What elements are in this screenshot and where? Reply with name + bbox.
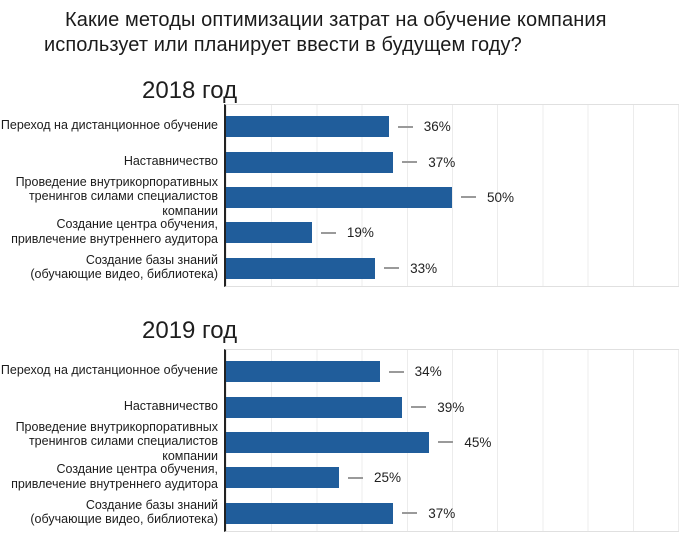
value-label: 50% (487, 189, 515, 205)
value-label: 34% (414, 364, 442, 380)
category-label: Проведение внутрикорпоративных тренингов … (0, 175, 218, 218)
value-label: 37% (428, 154, 456, 170)
category-label-line: Создание базы знаний (85, 497, 218, 512)
chart-2018: Переход на дистанционное обучение Наставн… (0, 104, 679, 287)
value-leader-dash (388, 370, 404, 373)
bar (226, 222, 312, 244)
value-leader-dash (461, 196, 476, 199)
bar-row: 50% (226, 180, 679, 215)
plot-area: 34% 39% 45% 25% 37% (224, 349, 679, 532)
category-label: Создание центра обучения, привлечение вну… (0, 459, 218, 494)
chart-2019: Переход на дистанционное обучение Наставн… (0, 349, 679, 532)
category-label-line: (обучающие видео, библиотека) (30, 512, 218, 527)
plot-area: 36% 37% 50% 19% 33% (224, 104, 679, 287)
bar (226, 186, 452, 208)
category-labels: Переход на дистанционное обучение Наставн… (0, 104, 224, 287)
value-leader-dash (402, 161, 418, 164)
category-label: Создание центра обучения, привлечение вну… (0, 214, 218, 249)
category-labels: Переход на дистанционное обучение Наставн… (0, 349, 224, 532)
category-label-line: Проведение внутрикорпоративных (15, 174, 218, 189)
bar-row: 45% (226, 425, 679, 460)
category-label-line: тренингов силами специалистов (28, 189, 218, 204)
value-leader-dash (402, 512, 418, 515)
bar-row: 37% (226, 496, 679, 531)
value-leader-dash (397, 125, 413, 128)
bar (226, 116, 389, 138)
value-leader-dash (348, 476, 363, 479)
category-label-line: компании (162, 203, 218, 218)
value-leader-dash (411, 406, 427, 409)
category-label: Переход на дистанционное обучение (0, 108, 218, 143)
value-label: 39% (437, 399, 465, 415)
category-label-line: (обучающие видео, библиотека) (30, 267, 218, 282)
bar-row: 25% (226, 460, 679, 495)
bar (226, 257, 376, 279)
value-label: 25% (374, 470, 402, 486)
bar (226, 502, 394, 524)
value-leader-dash (438, 441, 454, 444)
bar-row: 19% (226, 215, 679, 250)
category-label-line: привлечение внутреннего аудитора (11, 231, 218, 246)
bar (226, 396, 403, 418)
category-label-line: тренингов силами специалистов (28, 434, 218, 449)
category-label: Создание базы знаний (обучающие видео, би… (0, 495, 218, 530)
category-label-line: Переход на дистанционное обучение (0, 363, 218, 378)
value-label: 33% (410, 260, 438, 276)
value-leader-dash (320, 231, 336, 234)
category-label-line: Создание центра обучения, (56, 462, 218, 477)
category-label-line: компании (162, 448, 218, 463)
value-label: 36% (423, 119, 451, 135)
value-label: 19% (346, 225, 374, 241)
category-label-line: Переход на дистанционное обучение (0, 118, 218, 133)
bar-row: 37% (226, 144, 679, 179)
category-label: Проведение внутрикорпоративных тренингов … (0, 420, 218, 463)
category-label-line: привлечение внутреннего аудитора (11, 476, 218, 491)
bar-row: 34% (226, 354, 679, 389)
category-label: Наставничество (0, 143, 218, 178)
value-label: 37% (428, 505, 456, 521)
chart-title-2019: 2019 год (142, 317, 238, 344)
page-title-line-2: использует или планирует ввести в будуще… (44, 34, 522, 56)
bar (226, 431, 430, 453)
value-leader-dash (384, 267, 400, 270)
category-label-line: Наставничество (123, 398, 218, 413)
bar-row: 33% (226, 251, 679, 286)
category-label: Переход на дистанционное обучение (0, 353, 218, 388)
page-title: Какие методы оптимизации затрат на обуче… (44, 8, 664, 58)
category-label: Создание базы знаний (обучающие видео, би… (0, 250, 218, 285)
bar-row: 39% (226, 389, 679, 424)
bar (226, 361, 380, 383)
category-label: Наставничество (0, 388, 218, 423)
page-title-line-1: Какие методы оптимизации затрат на обуче… (65, 9, 607, 31)
category-label-line: Создание базы знаний (85, 252, 218, 267)
category-label-line: Наставничество (123, 153, 218, 168)
bar (226, 151, 394, 173)
bar-row: 36% (226, 109, 679, 144)
value-label: 45% (464, 434, 492, 450)
category-label-line: Создание центра обучения, (56, 217, 218, 232)
category-label-line: Проведение внутрикорпоративных (15, 419, 218, 434)
chart-title-2018: 2018 год (142, 77, 238, 104)
bar (226, 467, 339, 489)
